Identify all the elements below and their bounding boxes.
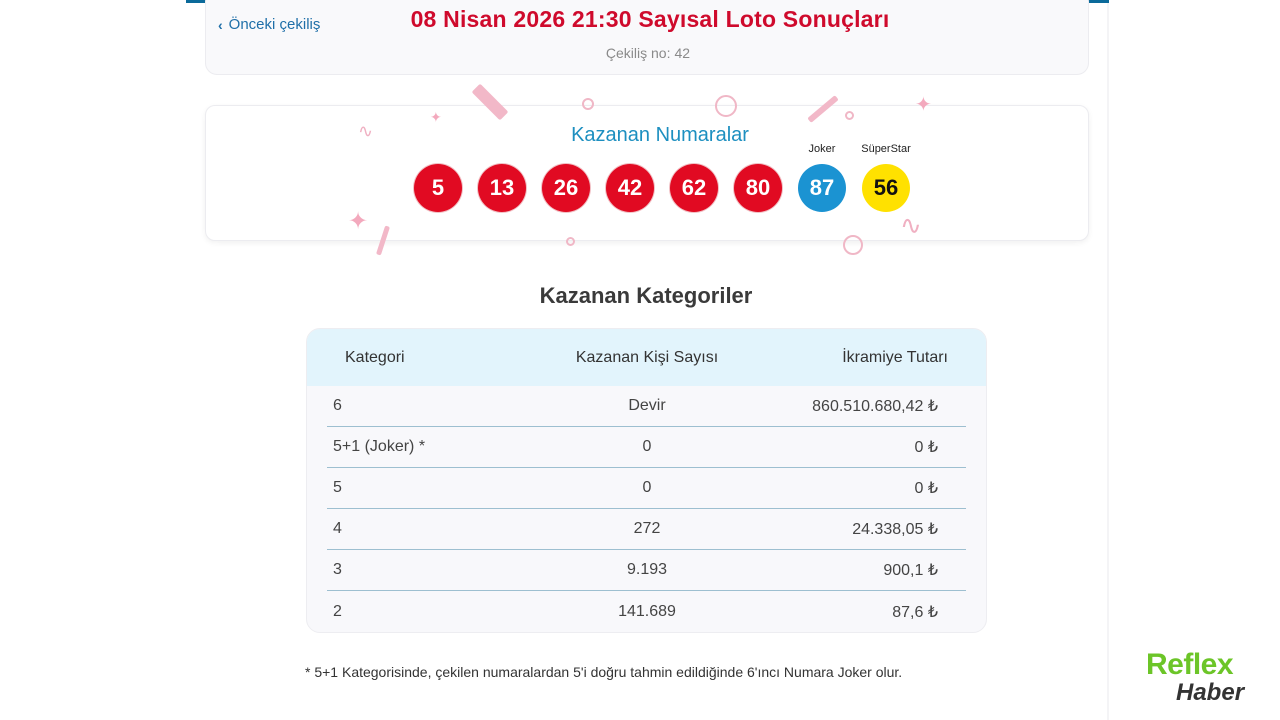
column-header-winners: Kazanan Kişi Sayısı xyxy=(575,348,719,366)
cell-winners: Devir xyxy=(628,397,666,414)
cell-category: 2 xyxy=(333,602,342,620)
table-row: 4 272 24.338,05 ₺ xyxy=(327,509,966,550)
cell-prize: 0 ₺ xyxy=(914,439,938,456)
table-row: 2 141.689 87,6 ₺ xyxy=(327,591,966,632)
table-row: 6 Devir 860.510.680,42 ₺ xyxy=(327,386,966,427)
cell-category: 3 xyxy=(333,561,342,578)
joker-footnote: * 5+1 Kategorisinde, çekilen numaralarda… xyxy=(305,664,903,680)
column-header-category: Kategori xyxy=(345,348,405,366)
table-header: Kategori Kazanan Kişi Sayısı İkramiye Tu… xyxy=(307,329,986,386)
number-ball: 62 xyxy=(670,164,718,212)
superstar-label: SüperStar xyxy=(861,143,911,155)
cell-winners: 0 xyxy=(642,479,652,496)
cell-prize: 900,1 ₺ xyxy=(883,562,938,579)
number-ball: 13 xyxy=(478,164,526,212)
number-ball: 26 xyxy=(542,164,590,212)
joker-number: 87 xyxy=(809,175,835,200)
chevron-left-icon: ‹ xyxy=(218,16,223,33)
categories-table: Kategori Kazanan Kişi Sayısı İkramiye Tu… xyxy=(306,328,987,633)
cell-prize: 0 ₺ xyxy=(914,480,938,497)
number-ball: 80 xyxy=(734,164,782,212)
cell-category: 6 xyxy=(333,397,342,414)
table-row: 3 9.193 900,1 ₺ xyxy=(327,550,966,591)
number-ball: 42 xyxy=(606,164,654,212)
cell-winners: 9.193 xyxy=(626,561,668,578)
previous-draw-link[interactable]: ‹ Önceki çekiliş xyxy=(218,16,320,33)
superstar-ball: SüperStar 56 xyxy=(861,143,911,212)
cell-category: 4 xyxy=(333,520,342,537)
cell-prize: 87,6 ₺ xyxy=(892,603,938,621)
superstar-number: 56 xyxy=(873,175,899,200)
cell-prize: 24.338,05 ₺ xyxy=(852,521,938,538)
number-ball: 5 xyxy=(414,164,462,212)
draw-number: Çekiliş no: 42 xyxy=(446,45,846,61)
draw-number-value: 42 xyxy=(674,45,691,61)
table-row: 5 0 0 ₺ xyxy=(327,468,966,509)
cell-winners: 141.689 xyxy=(618,602,676,620)
table-row: 5+1 (Joker) * 0 0 ₺ xyxy=(327,427,966,468)
page-title: 08 Nisan 2026 21:30 Sayısal Loto Sonuçla… xyxy=(410,6,890,32)
column-header-prize: İkramiye Tutarı xyxy=(842,348,948,366)
previous-draw-label: Önceki çekiliş xyxy=(228,16,321,33)
watermark-line2: Haber xyxy=(1176,679,1245,706)
watermark-logo: Reflex Haber xyxy=(1146,650,1266,706)
winning-numbers-title: Kazanan Numaralar xyxy=(571,124,749,146)
categories-title: Kazanan Kategoriler xyxy=(539,283,753,308)
cell-winners: 272 xyxy=(633,520,661,537)
draw-number-label: Çekiliş no: xyxy=(605,45,671,61)
cell-category: 5+1 (Joker) * xyxy=(333,438,426,455)
draw-header-card xyxy=(205,0,1089,75)
cell-prize: 860.510.680,42 ₺ xyxy=(812,398,938,415)
number-balls: 5 13 26 42 62 80 Joker 87 SüperStar 56 xyxy=(414,143,911,212)
cell-winners: 0 xyxy=(642,438,652,455)
joker-ball: Joker 87 xyxy=(798,143,846,212)
watermark-line1: Reflex xyxy=(1146,648,1234,681)
cell-category: 5 xyxy=(333,479,342,496)
joker-label: Joker xyxy=(808,143,836,155)
